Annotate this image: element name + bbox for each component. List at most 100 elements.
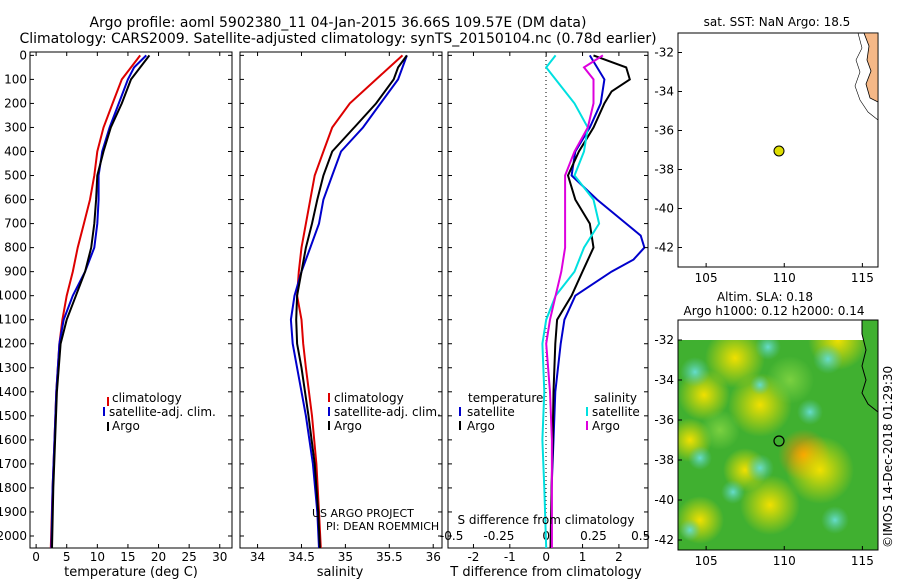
x-tick-label: 30 [212,550,227,564]
sla-anomaly-cell [679,519,701,541]
lat-tick-label: -32 [654,46,674,60]
x-tick-label: 35.5 [376,550,403,564]
x-tick-label: 5 [63,550,71,564]
x-tick-label: 1 [579,550,587,564]
sla-map-panel: Altim. SLA: 0.18 Argo h1000: 0.12 h2000:… [654,290,879,568]
temperature-tick-labels: 0 5 10 15 20 25 30 [32,52,227,564]
credit-line1: US ARGO PROJECT [312,507,414,520]
figure-title-line2: Climatology: CARS2009. Satellite-adjuste… [19,31,656,47]
lat-tick-label: -36 [654,413,674,427]
profile-line [550,54,646,548]
salinity-axis-label: salinity [317,565,364,580]
coast-contour [854,32,879,121]
legend-t-satellite: satellite [467,405,515,419]
depth-tick-label: 0 [19,48,27,62]
depth-tick-label: 400 [4,144,27,158]
profile-line [295,54,408,549]
depth-tick-label: 2000 [0,529,27,543]
sla-anomaly-cell [750,375,770,395]
lat-tick-label: -40 [654,202,674,216]
legend-argo: Argo [112,419,140,433]
x-tick-label: -1 [504,550,516,564]
legend-temperature: temperature [468,391,543,405]
lon-tick-label: 110 [773,554,796,568]
temperature-profiles [49,54,151,549]
land-australia-2 [861,319,879,414]
sla-map-title-line1: Altim. SLA: 0.18 [717,290,813,304]
x-tick-label: 34 [250,550,265,564]
x-tick-label: 0 [32,550,40,564]
sst-map-panel: sat. SST: NaN Argo: 18.5 -32 -34 -36 -38 -40… [654,15,879,285]
sla-anomaly-cell [721,480,745,504]
lon-tick-label: 105 [695,554,718,568]
depth-tick-label: 300 [4,120,27,134]
depth-tick-label: 1900 [0,505,27,519]
depth-tick-label: 200 [4,96,27,110]
figure-title-line1: Argo profile: aoml 5902380_11 04-Jan-201… [90,15,587,31]
sla-anomaly-cell [746,454,774,482]
sla-anomaly-cell [821,506,849,534]
x-tick-label: 35 [338,550,353,564]
depth-tick-label: 900 [4,265,27,279]
profile-line [51,54,151,549]
x-tick-label: 34.5 [288,550,315,564]
salinity-profiles [289,54,408,549]
difference-legend: temperature salinity satellite Argo sate… [459,391,640,433]
depth-tick-label: 1600 [0,433,27,447]
difference-panel: -2 -1 0 1 2 -0.5 -0.25 0 0.25 0.5 T difference f… [440,51,650,580]
depth-tick-label: 700 [4,217,27,231]
sla-anomaly-cell [797,399,823,425]
sla-anomaly-cell [688,446,712,470]
lat-tick-label: -32 [654,333,674,347]
profile-line [49,54,141,549]
depth-tick-label: 1000 [0,289,27,303]
depth-tick-label: 1400 [0,385,27,399]
s-diff-tick-label: -0.25 [483,529,514,543]
x-tick-label: 25 [182,550,197,564]
profile-line [549,54,631,549]
depth-tick-labels: 0 100 200 300 400 500 600 700 800 900 1000 1100 1200… [0,48,27,543]
lon-tick-label: 105 [695,271,718,285]
s-diff-tick-label: 0.5 [631,529,650,543]
x-tick-label: 20 [151,550,166,564]
lat-tick-label: -38 [654,453,674,467]
depth-tick-label: 800 [4,241,27,255]
profile-location-marker-2 [773,435,785,447]
legend-climatology: climatology [112,391,182,405]
sla-map-title-line2: Argo h1000: 0.12 h2000: 0.14 [684,304,865,318]
lon-tick-label: 110 [773,271,796,285]
difference-axes [447,51,649,549]
temperature-panel: 0100200300400500600700800900100011001200… [0,48,233,580]
lat-tick-label: -42 [654,241,674,255]
legend-climatology: climatology [334,391,404,405]
legend-satellite: satellite-adj. clim. [109,405,216,419]
x-tick-label: 2 [615,550,623,564]
depth-tick-label: 1100 [0,313,27,327]
legend-t-argo: Argo [467,419,495,433]
x-tick-label: 36 [426,550,441,564]
legend-argo: Argo [334,419,362,433]
legend-s-argo: Argo [592,419,620,433]
lat-tick-label: -42 [654,533,674,547]
temperature-legend: climatology satellite-adj. clim. Argo [103,391,216,433]
timestamp-stamp: ©IMOS 14-Dec-2018 01:29:30 [881,366,895,548]
lat-tick-label: -40 [654,493,674,507]
depth-tick-label: 500 [4,169,27,183]
lat-tick-label: -34 [654,85,674,99]
legend-s-satellite: satellite [592,405,640,419]
x-tick-label: -2 [467,550,479,564]
sla-map-lat-ticks: -32 -34 -36 -38 -40 -42 [654,333,682,547]
sst-map-lat-ticks: -32 -34 -36 -38 -40 -42 [654,46,682,255]
lon-tick-label: 115 [851,554,874,568]
sst-map-lon-ticks: 105 110 115 [695,263,874,285]
lat-tick-label: -34 [654,373,674,387]
sla-anomaly-cell [680,357,710,387]
temperature-axis-label: temperature (deg C) [64,565,198,580]
lat-tick-label: -36 [654,124,674,138]
profile-line [541,54,601,549]
x-tick-label: 10 [90,550,105,564]
sla-anomaly-cell [813,344,843,374]
t-difference-axis-label: T difference from climatology [449,565,642,580]
credit-line2: PI: DEAN ROEMMICH [326,520,439,533]
